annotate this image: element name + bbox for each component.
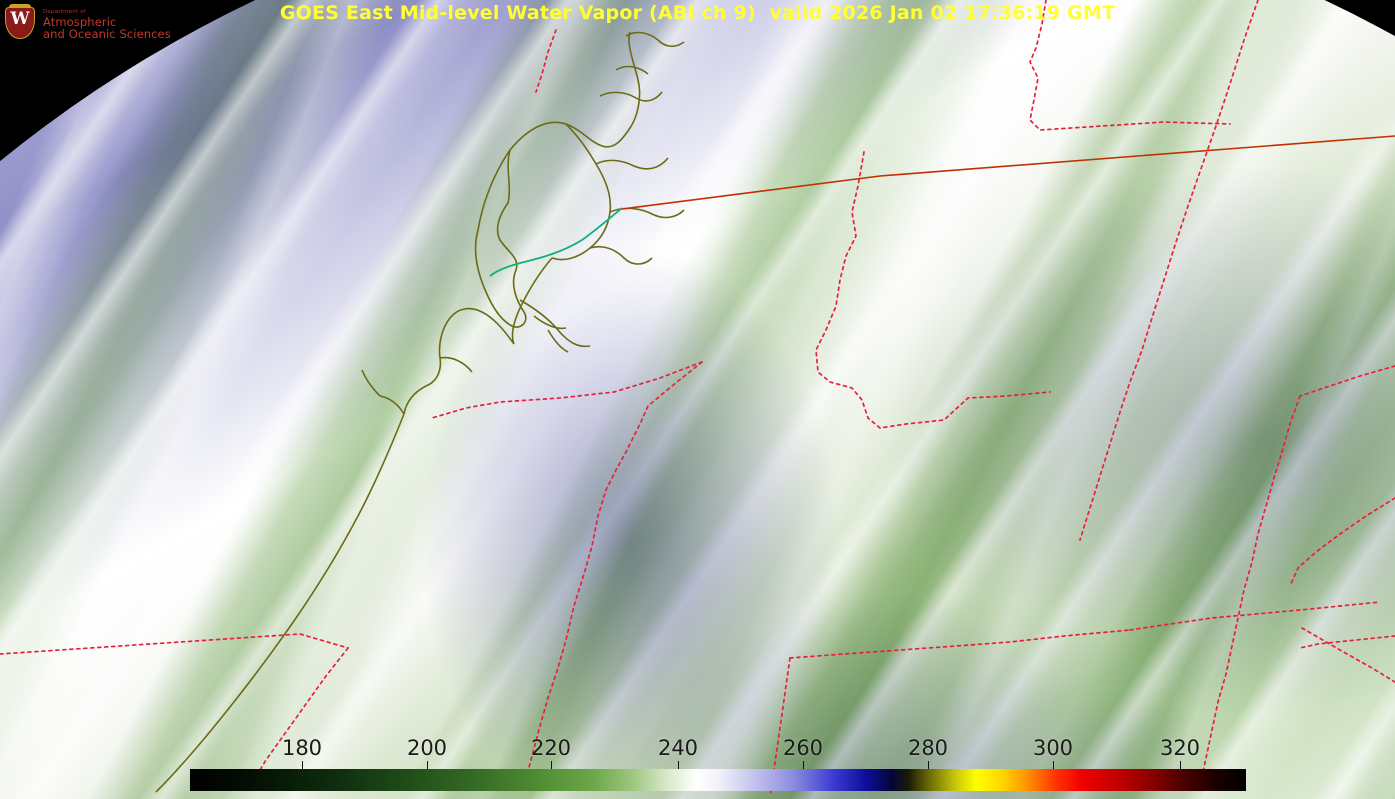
colorbar-tick (803, 761, 804, 769)
colorbar-tick-label: 220 (530, 736, 572, 760)
uw-aos-logo: W Department of Atmospheric and Oceanic … (2, 2, 172, 48)
colorbar-tick (1180, 761, 1181, 769)
crest-letter: W (10, 9, 30, 29)
colorbar-tick-label: 180 (281, 736, 323, 760)
colorbar-tick (1053, 761, 1054, 769)
colorbar-tick-label: 280 (907, 736, 949, 760)
logo-department-line: Department of (43, 8, 86, 15)
colorbar-tick (551, 761, 552, 769)
colorbar-tick (427, 761, 428, 769)
logo-line-2: and Oceanic Sciences (43, 26, 171, 41)
logo-line-1: Atmospheric (43, 14, 117, 29)
colorbar-tick-label: 260 (782, 736, 824, 760)
colorbar-tick (928, 761, 929, 769)
colorbar: 180 200 220 240 260 280 300 320 (190, 736, 1246, 791)
page-title: GOES East Mid-level Water Vapor (ABI ch … (279, 2, 1116, 24)
colorbar-tick-label: 240 (657, 736, 699, 760)
crest-shield (5, 7, 35, 39)
uw-crest-icon: W (2, 4, 38, 46)
colorbar-tick (678, 761, 679, 769)
colorbar-tick (302, 761, 303, 769)
colorbar-gradient (190, 769, 1246, 791)
logo-text: Department of Atmospheric and Oceanic Sc… (43, 8, 171, 41)
colorbar-tick-label: 300 (1032, 736, 1074, 760)
colorbar-tick-label: 320 (1159, 736, 1201, 760)
colorbar-tick-label: 200 (406, 736, 448, 760)
